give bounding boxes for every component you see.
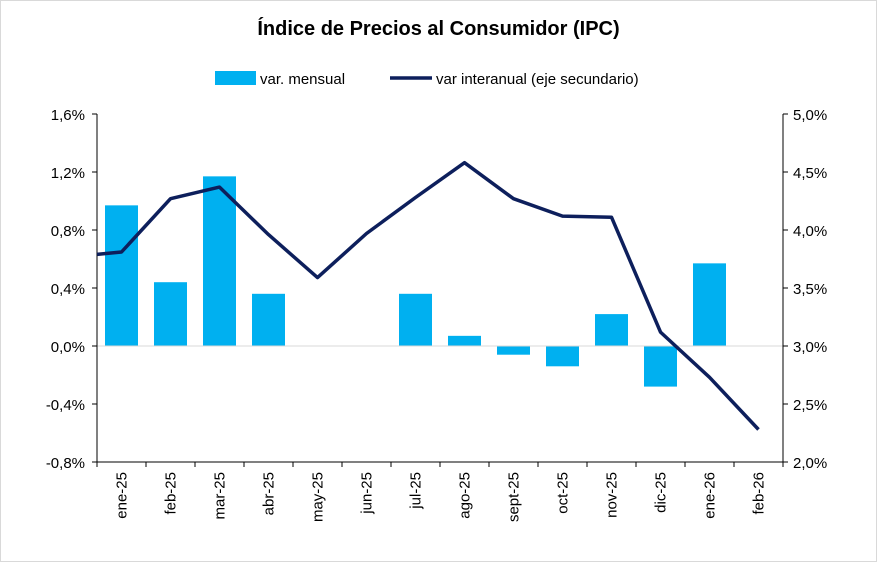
- chart-title: Índice de Precios al Consumidor (IPC): [257, 18, 620, 40]
- legend-swatch-mensual: [215, 71, 256, 85]
- bar-dic-25: [644, 346, 677, 387]
- x-tick-label-jul-25: jul-25: [408, 472, 425, 510]
- bar-nov-25: [595, 314, 628, 346]
- y-tick-label-secondary: 4,5%: [793, 165, 827, 182]
- bar-ene-26: [693, 263, 726, 346]
- y-tick-label-secondary: 2,5%: [793, 397, 827, 414]
- x-tick-label-dic-25: dic-25: [653, 472, 670, 513]
- x-tick-label-ene-26: ene-26: [702, 472, 719, 519]
- y-tick-label-primary: 0,4%: [51, 281, 85, 298]
- y-tick-label-primary: 0,8%: [51, 223, 85, 240]
- line-series-interanual: [96, 160, 760, 431]
- x-tick-label-mar-25: mar-25: [212, 472, 229, 520]
- bar-ene-25: [105, 205, 138, 346]
- y-tick-label-secondary: 3,0%: [793, 339, 827, 356]
- bar-abr-25: [252, 293, 285, 346]
- legend-label-mensual: var. mensual: [260, 71, 345, 88]
- bar-jul-25: [399, 293, 432, 346]
- bar-sept-25: [497, 346, 530, 355]
- bar-mar-25: [203, 176, 236, 346]
- y-tick-label-primary: -0,8%: [46, 455, 85, 472]
- x-tick-label-feb-26: feb-26: [751, 472, 768, 515]
- x-tick-label-nov-25: nov-25: [604, 472, 621, 518]
- bar-oct-25: [546, 346, 579, 367]
- x-tick-label-abr-25: abr-25: [261, 472, 278, 515]
- x-tick-label-feb-25: feb-25: [163, 472, 180, 515]
- x-tick-label-sept-25: sept-25: [506, 472, 523, 522]
- x-tick-label-may-25: may-25: [310, 472, 327, 522]
- x-tick-label-ene-25: ene-25: [114, 472, 131, 519]
- x-tick-label-oct-25: oct-25: [555, 472, 572, 514]
- y-tick-label-secondary: 4,0%: [793, 223, 827, 240]
- y-tick-label-primary: 1,6%: [51, 107, 85, 124]
- bar-ago-25: [448, 335, 481, 346]
- y-tick-label-primary: 0,0%: [51, 339, 85, 356]
- y-tick-label-secondary: 2,0%: [793, 455, 827, 472]
- bar-feb-25: [154, 282, 187, 346]
- y-tick-label-primary: 1,2%: [51, 165, 85, 182]
- legend-label-interanual: var interanual (eje secundario): [436, 71, 639, 88]
- x-tick-label-ago-25: ago-25: [457, 472, 474, 519]
- x-tick-label-jun-25: jun-25: [359, 472, 376, 515]
- y-tick-label-secondary: 3,5%: [793, 281, 827, 298]
- y-tick-label-secondary: 5,0%: [793, 107, 827, 124]
- y-tick-label-primary: -0,4%: [46, 397, 85, 414]
